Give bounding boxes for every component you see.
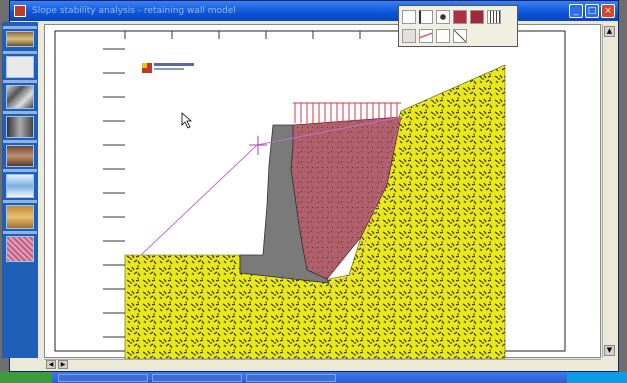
- sidebar-item-6[interactable]: [6, 174, 34, 198]
- erase-tool[interactable]: [402, 29, 416, 43]
- text-tool[interactable]: [453, 29, 467, 43]
- sidebar-label: [3, 140, 37, 143]
- measure-tool[interactable]: [419, 29, 433, 43]
- horizontal-scrollbar[interactable]: ◀ ▶: [44, 359, 601, 369]
- mouse-cursor-icon: [181, 112, 193, 129]
- crosshair-marker[interactable]: [249, 136, 267, 155]
- taskbar: [0, 372, 627, 383]
- close-button[interactable]: ×: [601, 4, 615, 18]
- point-tool[interactable]: [436, 10, 450, 24]
- scroll-right-button[interactable]: ▶: [58, 360, 68, 369]
- window-title: Slope stability analysis - retaining wal…: [32, 6, 236, 16]
- sidebar-item-4[interactable]: [6, 116, 34, 138]
- sidebar-label: [3, 200, 37, 203]
- sidebar-label: [3, 26, 37, 29]
- sidebar-item-7[interactable]: [6, 205, 34, 229]
- sidebar-label: [3, 51, 37, 54]
- sidebar-item-8[interactable]: [6, 236, 34, 262]
- slope-model-drawing: [54, 30, 566, 360]
- retaining-wall: [239, 124, 330, 284]
- vertical-scrollbar[interactable]: ▲ ▼: [602, 24, 616, 358]
- grid-tool[interactable]: [487, 10, 501, 24]
- fill-tool[interactable]: [453, 10, 467, 24]
- select-tool[interactable]: [402, 10, 416, 24]
- sidebar-label: [3, 111, 37, 114]
- zoom-tool[interactable]: [436, 29, 450, 43]
- app-icon[interactable]: [14, 5, 26, 17]
- pattern-tool[interactable]: [470, 10, 484, 24]
- sidebar-label: [3, 80, 37, 83]
- sidebar-item-1[interactable]: [6, 31, 34, 47]
- taskbar-item[interactable]: [246, 374, 336, 382]
- failure-line: [328, 116, 402, 288]
- scroll-left-button[interactable]: ◀: [46, 360, 56, 369]
- company-logo: [142, 63, 194, 73]
- line-tool[interactable]: [419, 10, 433, 24]
- tool-palette: [398, 5, 518, 47]
- surface-load: [293, 102, 401, 123]
- drawing-canvas[interactable]: [44, 24, 601, 360]
- sidebar-panel: [2, 22, 38, 358]
- sidebar-label: [3, 231, 37, 234]
- taskbar-item[interactable]: [58, 374, 148, 382]
- maximize-button[interactable]: □: [585, 4, 599, 18]
- sidebar-item-2[interactable]: [6, 56, 34, 78]
- minimize-button[interactable]: _: [569, 4, 583, 18]
- scroll-down-button[interactable]: ▼: [604, 345, 615, 356]
- window-controls: _ □ ×: [569, 4, 615, 18]
- sidebar-label: [3, 169, 37, 172]
- sidebar-item-3[interactable]: [6, 85, 34, 109]
- taskbar-item[interactable]: [152, 374, 242, 382]
- sidebar-item-5[interactable]: [6, 145, 34, 167]
- title-bar[interactable]: Slope stability analysis - retaining wal…: [10, 1, 618, 21]
- scroll-up-button[interactable]: ▲: [604, 26, 615, 37]
- system-tray: [567, 372, 627, 383]
- start-button[interactable]: [0, 372, 52, 383]
